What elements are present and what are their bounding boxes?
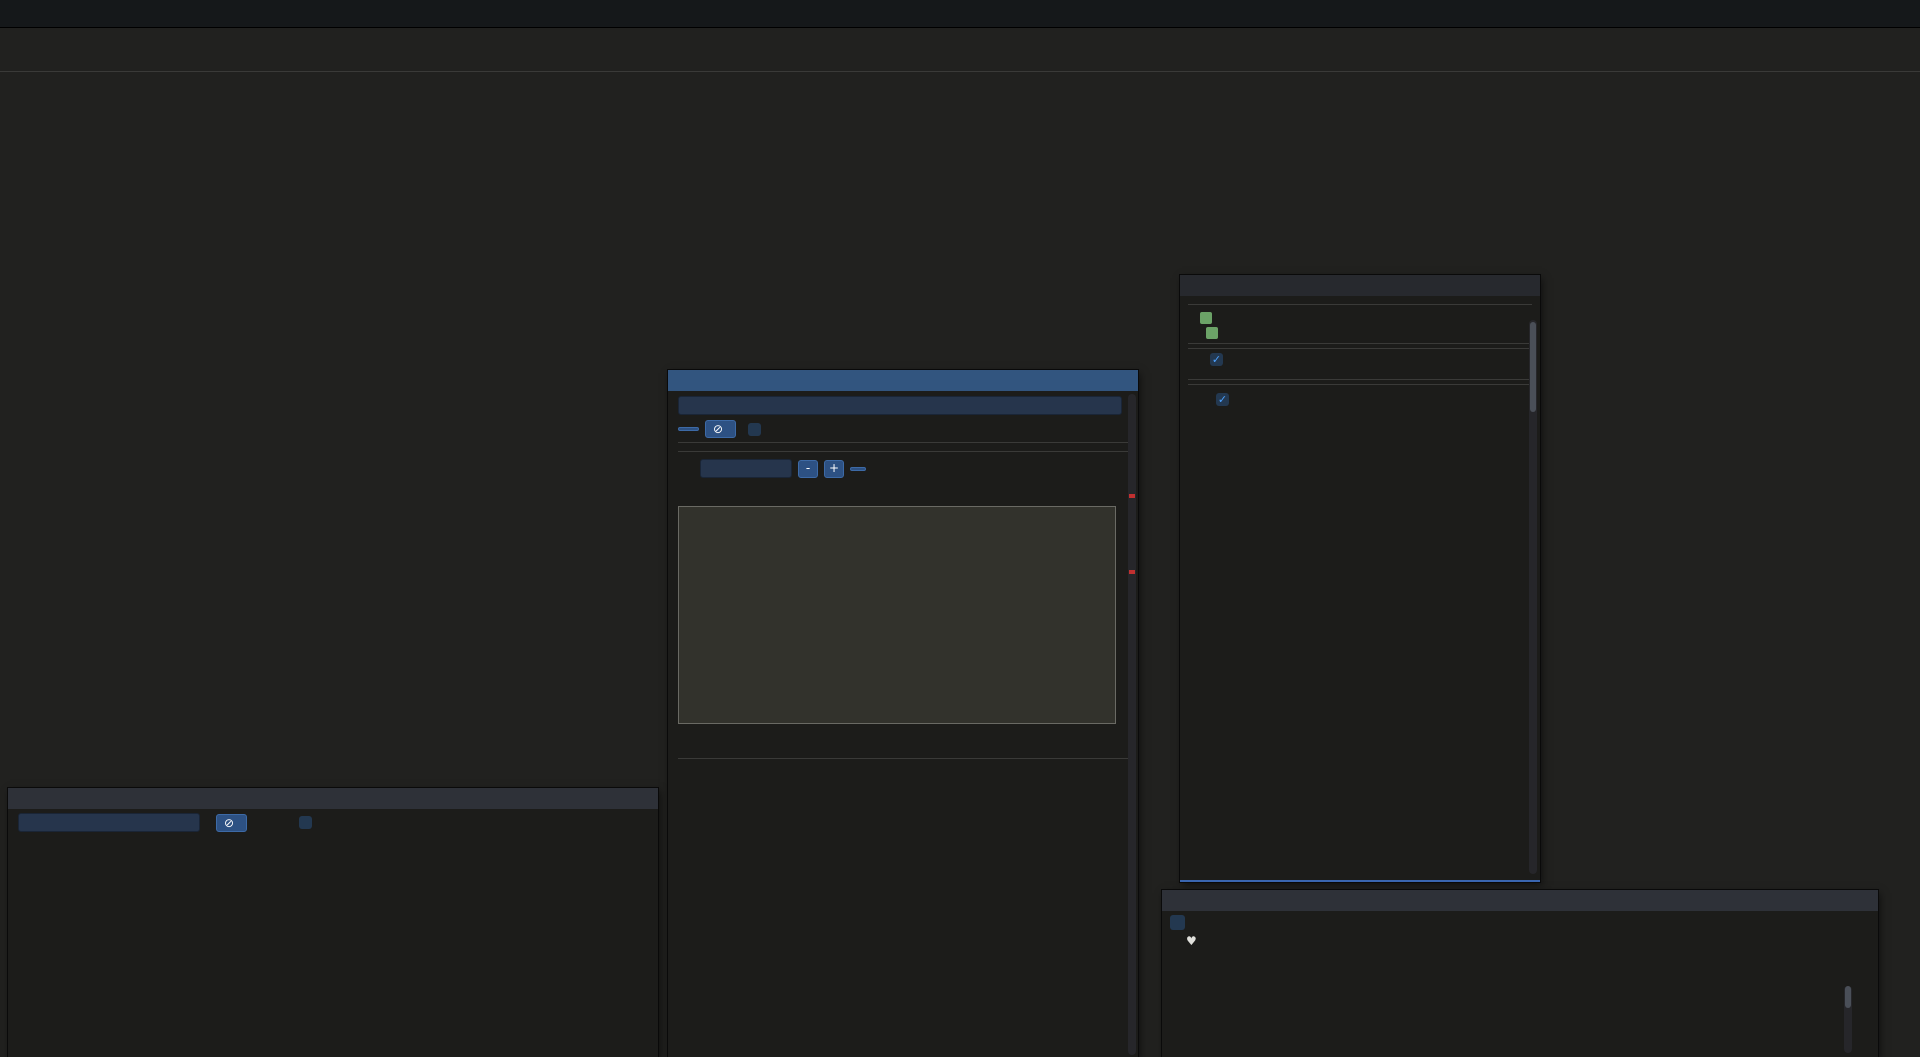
zone-info-titlebar[interactable] xyxy=(1180,275,1540,296)
thread-chip[interactable] xyxy=(1206,327,1218,339)
group-children-checkbox[interactable]: ✓ xyxy=(1216,393,1229,406)
ban-icon: ⊘ xyxy=(713,422,724,436)
zone-info-window: ✓ ✓ xyxy=(1180,275,1540,882)
filter-input[interactable] xyxy=(18,813,200,832)
zone-info-scrollbar[interactable] xyxy=(1529,320,1537,874)
source-chip[interactable] xyxy=(1200,312,1212,324)
find-zone-window: ⊘ - + xyxy=(668,370,1138,1057)
memory-scrollbar[interactable] xyxy=(1844,986,1852,1053)
heartbeat-icon: ♥ xyxy=(1186,934,1197,948)
clear-button[interactable]: ⊘ xyxy=(705,420,737,438)
find-zone-scrollbar[interactable] xyxy=(1128,394,1136,1055)
find-zone-histogram[interactable] xyxy=(678,506,1116,724)
frame-time-graph[interactable] xyxy=(0,29,1920,71)
ban-icon: ⊘ xyxy=(224,815,235,830)
ignore-case-checkbox[interactable] xyxy=(748,422,762,436)
time-relative-checkbox[interactable]: ✓ xyxy=(1210,353,1223,366)
clear-filter-button[interactable]: ⊘ xyxy=(216,813,248,832)
find-button[interactable] xyxy=(678,427,699,431)
stats-extra-checkbox[interactable] xyxy=(299,816,313,829)
bin-increase-button[interactable]: + xyxy=(824,459,844,478)
reset-button[interactable] xyxy=(850,466,866,471)
scroll-mark xyxy=(1129,494,1135,498)
restrict-time-checkbox[interactable] xyxy=(1170,915,1185,930)
statistics-titlebar[interactable] xyxy=(8,788,658,809)
find-zone-query-input[interactable] xyxy=(678,396,1122,415)
timeline-ruler[interactable] xyxy=(0,71,1920,98)
find-zone-titlebar[interactable] xyxy=(668,370,1138,391)
statistics-window: ⊘ xyxy=(8,788,658,1057)
toolbar xyxy=(0,0,1920,28)
memory-window: ♥ xyxy=(1162,890,1878,1057)
memory-titlebar[interactable] xyxy=(1162,890,1878,911)
scroll-mark xyxy=(1129,570,1135,574)
bin-decrease-button[interactable]: - xyxy=(798,459,818,478)
min-bin-input[interactable] xyxy=(700,459,792,478)
frame-labels-row xyxy=(0,108,1920,124)
